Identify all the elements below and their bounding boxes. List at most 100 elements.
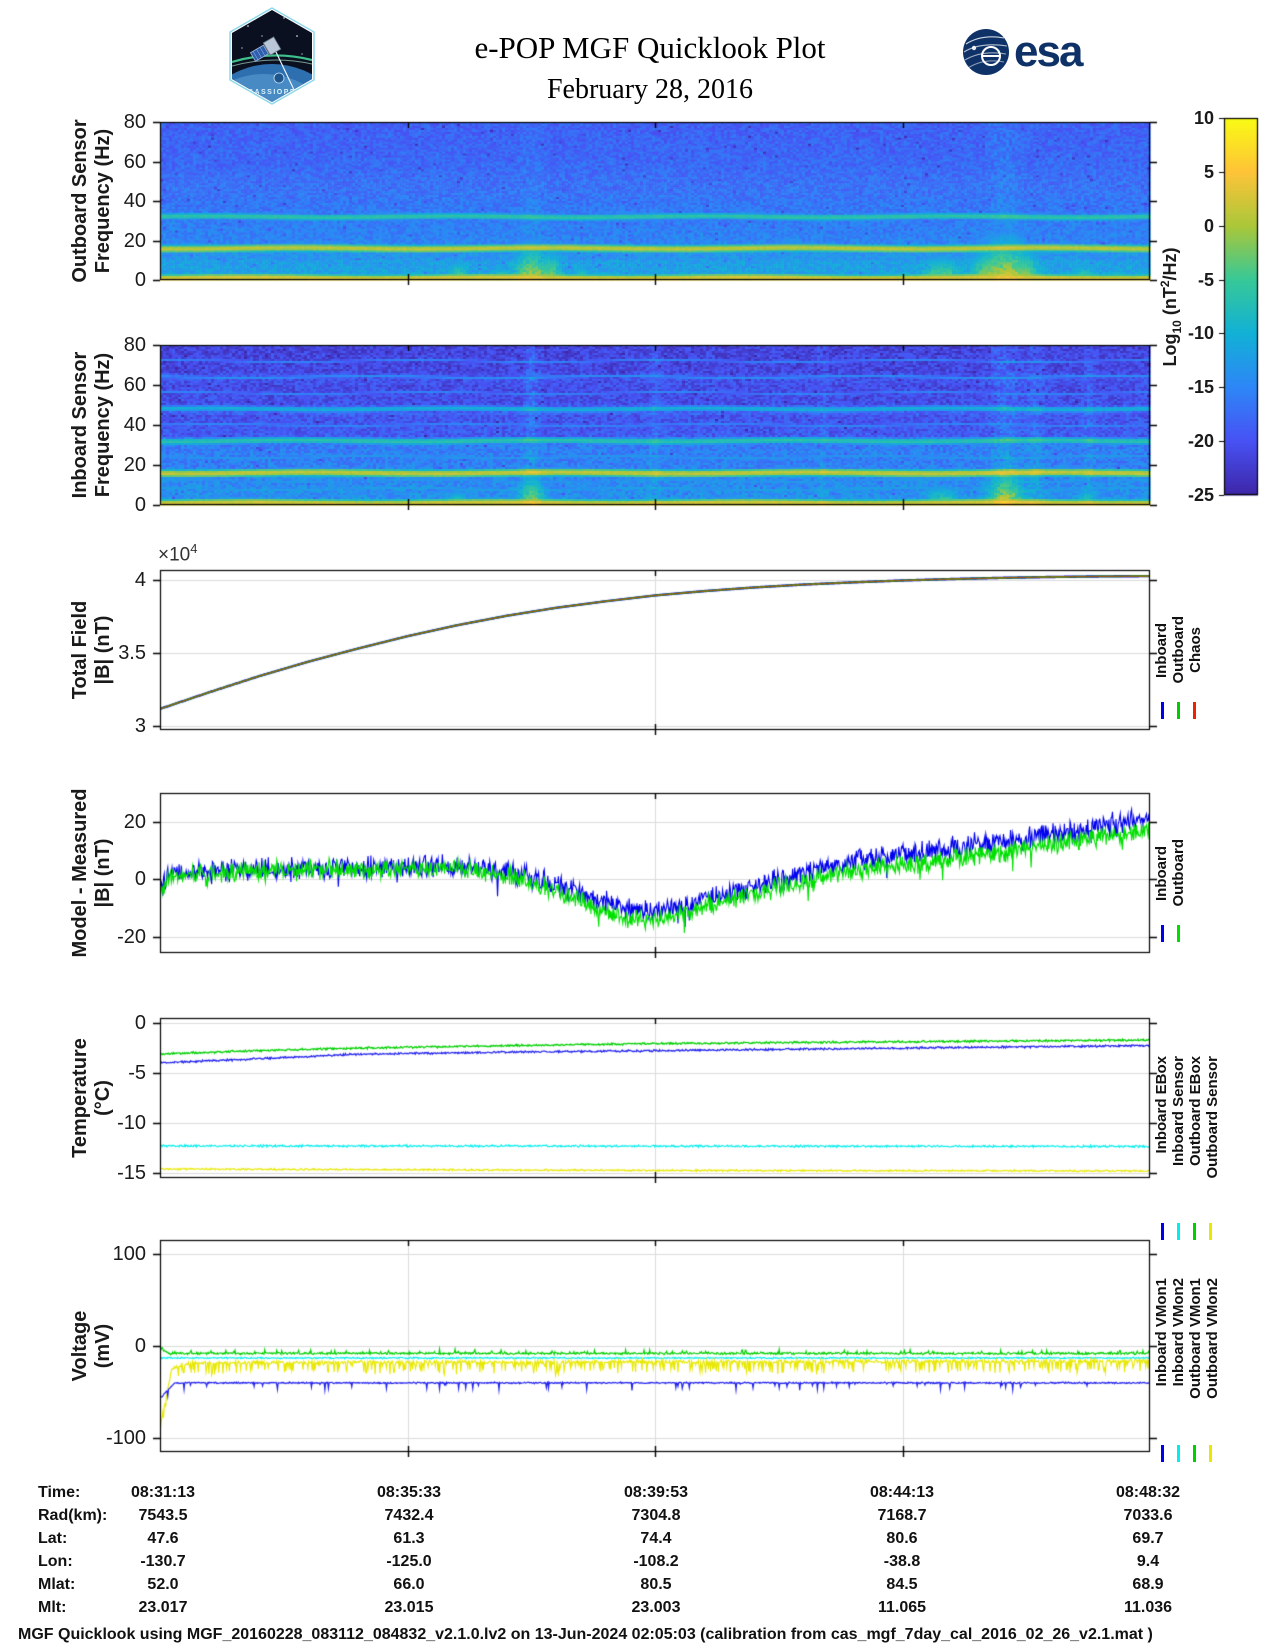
inboard-spectrogram-canvas	[150, 339, 1160, 511]
y-tick-label: 60	[123, 150, 146, 173]
table-cell: 23.003	[631, 1599, 681, 1616]
table-row-label: Lon:	[38, 1553, 73, 1570]
table-cell: 9.4	[1136, 1553, 1160, 1570]
panel-legend: Inboard EBox Inboard Sensor Outboard EBox O…	[1153, 1018, 1253, 1268]
colorbar-tick-label: -5	[1197, 269, 1214, 290]
esa-logo-text: esa	[1014, 27, 1083, 76]
y-axis-ticks: 0 20 40 60 80	[0, 334, 146, 516]
page-date: February 28, 2016	[546, 74, 754, 105]
total-field-panel: Total Field |B| (nT) 3 3.5 4 Inboard Outboa…	[0, 564, 1275, 737]
table-cell: 7543.5	[138, 1507, 188, 1524]
outboard-spectrogram-canvas	[150, 116, 1160, 286]
cassiope-mission-patch: CASSIOPE	[229, 7, 315, 105]
table-cell: -38.8	[883, 1553, 921, 1570]
table-cell: 80.5	[640, 1576, 672, 1593]
esa-globe-icon	[963, 29, 1009, 75]
y-tick-label: 0	[134, 269, 146, 291]
colorbar-tick-label: 10	[1193, 108, 1214, 128]
table-row-label: Time:	[38, 1484, 81, 1501]
y-tick-label: 3.5	[118, 641, 146, 664]
legend-swatch	[1193, 702, 1196, 719]
footer-note: MGF Quicklook using MGF_20160228_083112_…	[18, 1626, 1153, 1643]
y-tick-label: 100	[112, 1242, 146, 1265]
table-row-label: Lat:	[38, 1530, 68, 1547]
table-cell: 61.3	[393, 1530, 425, 1547]
outboard-spectrogram-panel: Outboard Sensor Frequency (Hz) 0 20 40 60 80	[0, 111, 1275, 291]
patch-label: CASSIOPE	[248, 89, 296, 96]
table-cell: 08:31:13	[130, 1484, 196, 1501]
y-axis-ticks: 3 3.5 4	[0, 569, 146, 736]
colorbar-tick-label: 0	[1203, 215, 1214, 236]
legend-swatch	[1161, 1223, 1164, 1240]
table-row-label: Rad(km):	[38, 1507, 108, 1524]
voltage-canvas	[150, 1234, 1160, 1458]
legend-swatch	[1193, 1223, 1196, 1240]
y-axis-ticks: -20 0 20	[0, 793, 146, 953]
legend-label: Inboard EBox	[1153, 1056, 1170, 1154]
table-cell: 7168.7	[877, 1507, 927, 1524]
temperature-panel: Temperature (°C) 0 -5 -10 -15 Inboard EBox I…	[0, 1012, 1275, 1240]
table-cell: 08:35:33	[376, 1484, 442, 1501]
y-tick-label: 20	[123, 229, 146, 252]
y-tick-label: 80	[123, 334, 146, 356]
y-tick-label: -5	[128, 1061, 146, 1084]
model-minus-measured-canvas	[150, 787, 1160, 959]
colorbar-tick-label: 5	[1203, 161, 1214, 182]
y-tick-label: 20	[123, 454, 146, 476]
legend-label: Inboard VMon1	[1153, 1278, 1170, 1387]
y-tick-label: 4	[134, 569, 146, 592]
colorbar-tick-label: -25	[1187, 485, 1214, 505]
y-tick-label: 3	[134, 714, 146, 737]
legend-label: Outboard	[1170, 839, 1187, 907]
y-axis-multiplier: ×104	[158, 541, 198, 566]
legend-label: Inboard	[1153, 622, 1170, 678]
legend-swatch	[1161, 925, 1164, 942]
panel-legend: Inboard Outboard	[1153, 793, 1253, 1043]
y-axis-ticks: 0 -5 -10 -15	[0, 1012, 146, 1184]
inboard-spectrogram-panel: Inboard Sensor Frequency (Hz) 0 20 40 60 80	[0, 334, 1275, 516]
legend-label: Inboard Sensor	[1170, 1056, 1187, 1167]
table-cell: 7033.6	[1123, 1507, 1173, 1524]
y-tick-label: 40	[123, 190, 146, 212]
y-tick-label: 40	[123, 414, 146, 436]
y-tick-label: -20	[117, 926, 146, 949]
legend-swatch	[1209, 1223, 1212, 1240]
y-tick-label: -10	[117, 1111, 146, 1134]
y-axis-ticks: -100 0 100	[0, 1240, 146, 1452]
voltage-panel: Voltage (mV) -100 0 100 Inboard VMon1 Inboa…	[0, 1234, 1275, 1462]
legend-swatch	[1177, 702, 1180, 719]
table-cell: -125.0	[386, 1553, 432, 1570]
model-minus-measured-panel: Model - Measured |B| (nT) -20 0 20 Inboard…	[0, 787, 1275, 959]
table-cell: -130.7	[140, 1553, 186, 1570]
table-cell: 69.7	[1132, 1530, 1164, 1547]
table-cell: 74.4	[640, 1530, 672, 1547]
table-cell: 7304.8	[631, 1507, 681, 1524]
table-cell: 23.017	[138, 1599, 188, 1616]
y-tick-label: 0	[134, 1011, 146, 1034]
table-cell: 08:48:32	[1115, 1484, 1181, 1501]
panel-legend: Inboard Outboard Chaos	[1153, 570, 1253, 820]
table-cell: 08:44:13	[869, 1484, 935, 1501]
legend-swatch	[1193, 1445, 1196, 1462]
legend-label: Outboard Sensor	[1204, 1056, 1221, 1179]
temperature-canvas	[150, 1012, 1160, 1184]
legend-label: Outboard	[1170, 616, 1187, 684]
legend-swatch	[1161, 1445, 1164, 1462]
colorbar	[1218, 112, 1264, 501]
table-cell: 80.6	[886, 1530, 918, 1547]
esa-logo: esa	[960, 26, 1083, 78]
page-title: e-POP MGF Quicklook Plot	[474, 30, 826, 65]
y-tick-label: 60	[123, 374, 146, 396]
y-tick-label: 20	[123, 810, 146, 833]
y-tick-label: 0	[134, 1335, 146, 1357]
table-row-label: Mlat:	[38, 1576, 76, 1593]
table-cell: 52.0	[147, 1576, 179, 1593]
y-axis-ticks: 0 20 40 60 80	[0, 111, 146, 291]
legend-swatch	[1177, 1223, 1180, 1240]
table-cell: 47.6	[147, 1530, 179, 1547]
legend-label: Outboard VMon1	[1187, 1278, 1204, 1399]
table-cell: -108.2	[633, 1553, 679, 1570]
legend-label: Outboard VMon2	[1204, 1278, 1221, 1399]
colorbar-ticks: 10 5 0 -5 -10 -15 -20 -25	[1140, 0, 1214, 600]
